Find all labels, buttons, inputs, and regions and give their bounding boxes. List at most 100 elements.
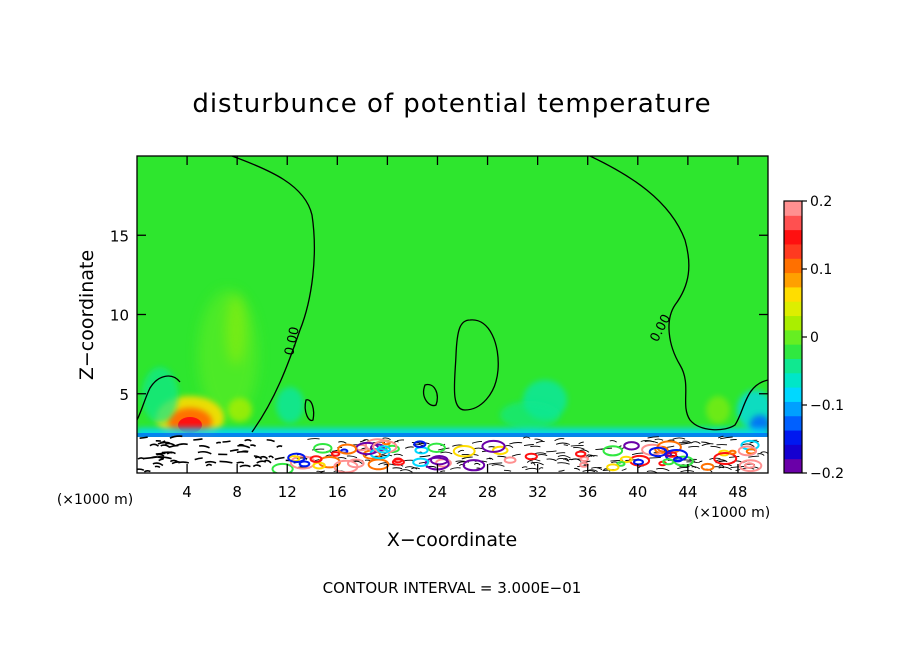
boundary-color-contour: [337, 443, 358, 455]
boundary-contour-stroke: [400, 469, 413, 473]
colorbar-swatch: [784, 243, 802, 259]
boundary-color-contour: [313, 443, 333, 454]
boundary-color-contour: [662, 458, 675, 466]
colorbar-swatch: [784, 215, 802, 231]
x-tick-label: 20: [378, 483, 397, 501]
boundary-contour-stroke: [504, 445, 514, 448]
boundary-contour-stroke: [691, 441, 701, 444]
x-axis-label: X−coordinate: [387, 529, 517, 551]
boundary-contour-stroke: [311, 448, 325, 451]
boundary-contour-stroke: [205, 463, 213, 467]
boundary-layer-contours: [137, 435, 768, 473]
colorbar-swatch: [784, 201, 802, 216]
boundary-color-contour: [524, 452, 538, 461]
boundary-contour-stroke: [760, 451, 768, 455]
colorbar-swatch: [784, 286, 802, 302]
boundary-contour-stroke: [688, 445, 700, 448]
boundary-contour-stroke: [215, 441, 222, 444]
boundary-color-contour: [673, 456, 683, 463]
boundary-contour-stroke: [222, 440, 231, 443]
boundary-color-contour: [412, 457, 430, 467]
boundary-contour-stroke: [486, 458, 492, 460]
boundary-contour-stroke: [717, 435, 724, 439]
boundary-contour-stroke: [194, 457, 203, 461]
boundary-color-contour: [271, 462, 294, 473]
boundary-contour-stroke: [164, 442, 176, 447]
boundary-contour-stroke: [691, 466, 700, 470]
x-tick-label: 24: [428, 483, 447, 501]
zero-contour-left-edge: [137, 375, 181, 421]
boundary-contour-stroke: [741, 443, 755, 447]
cool-patch-2: [276, 387, 304, 423]
boundary-contour-stroke: [503, 469, 512, 472]
boundary-color-contour: [287, 452, 306, 463]
boundary-contour-stroke: [380, 454, 393, 457]
colorbar-swatch: [784, 430, 802, 445]
y-axis: 5 10 15: [110, 227, 768, 404]
colorbar-swatch: [784, 358, 802, 374]
boundary-contour-stroke: [268, 455, 274, 459]
boundary-color-contour: [743, 462, 756, 469]
boundary-contour-stroke: [244, 439, 252, 442]
boundary-contour-stroke: [558, 469, 565, 472]
chart-title: disturbunce of potential temperature: [192, 89, 711, 119]
y-tick-label: 15: [110, 227, 129, 245]
colorbar-tick-label: −0.1: [810, 398, 844, 414]
boundary-contour-stroke: [197, 450, 212, 455]
boundary-contour-stroke: [338, 441, 347, 444]
boundary-contour-stroke: [193, 438, 203, 441]
contour-interval-note: CONTOUR INTERVAL = 3.000E−01: [323, 579, 582, 597]
boundary-contour-stroke: [555, 442, 570, 445]
boundary-color-contour: [623, 441, 640, 451]
boundary-contour-stroke: [236, 461, 245, 464]
zero-contour-small-1: [423, 383, 439, 407]
boundary-contour-stroke: [698, 460, 703, 464]
boundary-contour-stroke: [411, 467, 421, 470]
boundary-contour-stroke: [396, 439, 405, 442]
boundary-color-contour: [452, 445, 476, 458]
colorbar: [783, 200, 803, 474]
boundary-contour-stroke: [582, 470, 596, 473]
boundary-contour-stroke: [585, 454, 595, 457]
boundary-contour-stroke: [488, 457, 494, 461]
x-tick-label: 32: [528, 483, 547, 501]
x-axis: 4 8 12 16 20 24 28 32 36 40 44 48: [182, 156, 747, 501]
boundary-contour-stroke: [672, 437, 686, 440]
boundary-contour-stroke: [236, 450, 248, 454]
boundary-contour-stroke: [748, 455, 760, 458]
boundary-contour-stroke: [554, 438, 565, 442]
boundary-contour-stroke: [591, 467, 603, 471]
boundary-contour-stroke: [537, 454, 548, 457]
colorbar-tick-label: 0: [810, 330, 819, 346]
x-unit-left: (×1000 m): [57, 492, 133, 508]
boundary-color-contour: [648, 446, 668, 458]
boundary-contour-stroke: [204, 460, 217, 464]
boundary-color-contour: [391, 458, 405, 466]
boundary-contour-stroke: [546, 458, 557, 462]
boundary-color-contour: [462, 459, 486, 472]
boundary-contour-stroke: [573, 446, 585, 450]
boundary-contour-stroke: [411, 441, 425, 445]
boundary-contour-stroke: [219, 460, 233, 464]
boundary-color-contour: [481, 439, 506, 453]
boundary-contour-stroke: [474, 462, 481, 466]
y-tick-label: 10: [110, 307, 129, 325]
boundary-contour-stroke: [382, 437, 391, 440]
colorbar-swatch: [784, 229, 802, 245]
x-tick-label: 36: [578, 483, 597, 501]
boundary-color-contour: [666, 451, 678, 458]
x-tick-label: 16: [328, 483, 347, 501]
boundary-contour-stroke: [719, 436, 733, 440]
boundary-contour-stroke: [523, 444, 534, 447]
boundary-contour-stroke: [250, 444, 257, 447]
boundary-contour-stroke: [471, 440, 483, 444]
boundary-contour-stroke: [264, 459, 272, 464]
boundary-color-contour: [700, 462, 715, 471]
boundary-contour-stroke: [509, 442, 523, 445]
boundary-contour-stroke: [574, 467, 581, 471]
boundary-contour-stroke: [530, 462, 536, 466]
boundary-color-contour: [579, 456, 589, 462]
plume-left-core: [226, 295, 246, 365]
colorbar-swatch: [784, 444, 802, 460]
boundary-contour-stroke: [158, 456, 172, 460]
